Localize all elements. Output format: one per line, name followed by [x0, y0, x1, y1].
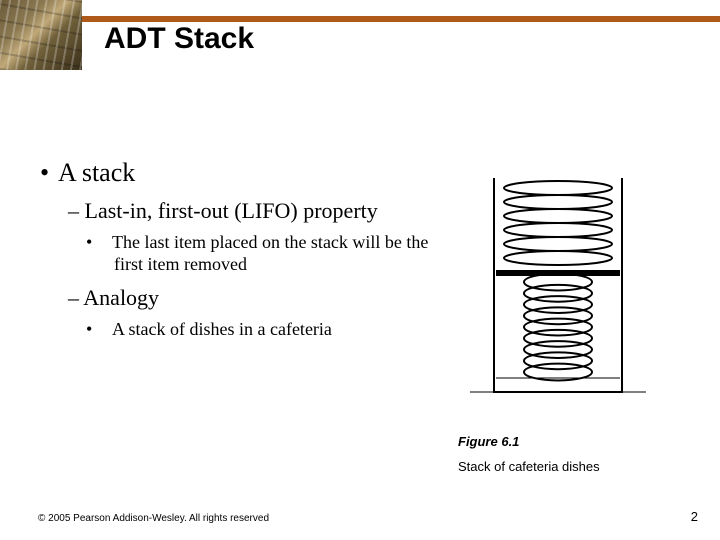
figure-label: Figure 6.1: [458, 434, 658, 449]
bullet-text: Last-in, first-out (LIFO) property: [85, 198, 378, 223]
bullet-level3: •The last item placed on the stack will …: [100, 232, 430, 275]
bullet-level2: – Analogy: [68, 285, 430, 311]
page-title: ADT Stack: [104, 22, 254, 56]
figure-caption: Stack of cafeteria dishes: [458, 459, 658, 474]
bullet-level2: – Last-in, first-out (LIFO) property: [68, 198, 430, 224]
body-text: •A stack – Last-in, first-out (LIFO) pro…: [40, 158, 430, 351]
figure: Figure 6.1 Stack of cafeteria dishes: [458, 160, 658, 474]
bullet-text: Analogy: [83, 285, 159, 310]
bullet-level1: •A stack: [40, 158, 430, 188]
page-number: 2: [691, 509, 698, 524]
copyright: © 2005 Pearson Addison-Wesley. All right…: [38, 513, 269, 524]
bullet-text: The last item placed on the stack will b…: [112, 232, 428, 274]
header-photo: [0, 0, 82, 70]
stack-diagram: [458, 160, 658, 408]
bullet-text: A stack of dishes in a cafeteria: [112, 319, 332, 339]
bullet-text: A stack: [58, 158, 135, 187]
bullet-level3: •A stack of dishes in a cafeteria: [100, 319, 430, 341]
